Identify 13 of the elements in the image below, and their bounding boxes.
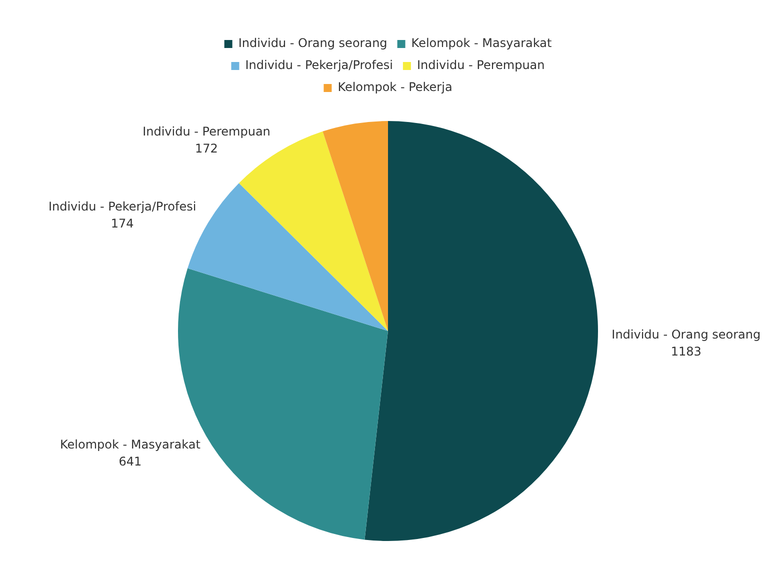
data-label: 174 [110,216,134,230]
legend-label: Individu - Perempuan [416,58,545,72]
data-label: 172 [195,141,218,156]
slice-label: Individu - Orang seorang [612,328,761,342]
data-label: 1183 [670,344,702,359]
slice-label: Individu - Pekerja/Profesi [48,200,196,214]
legend-label: Kelompok - Pekerja [338,80,452,94]
legend-label: Kelompok - Masyarakat [411,36,552,50]
data-label: 641 [118,454,142,469]
slice-label: Individu - Perempuan [142,124,270,138]
legend-label: Individu - Orang seorang [238,36,388,50]
slice-label: Kelompok - Masyarakat [60,438,201,452]
legend-label: Individu - Pekerja/Profesi [245,58,393,72]
